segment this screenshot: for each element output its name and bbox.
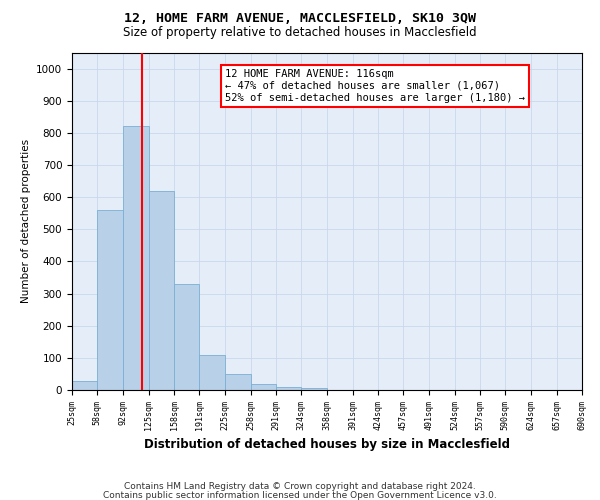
Text: Contains public sector information licensed under the Open Government Licence v3: Contains public sector information licen… [103, 490, 497, 500]
Bar [301, 388, 328, 390]
Text: 12 HOME FARM AVENUE: 116sqm
← 47% of detached houses are smaller (1,067)
52% of : 12 HOME FARM AVENUE: 116sqm ← 47% of det… [225, 70, 525, 102]
Bar [226, 374, 251, 390]
Bar [251, 384, 276, 390]
Bar [72, 381, 97, 390]
Text: Size of property relative to detached houses in Macclesfield: Size of property relative to detached ho… [123, 26, 477, 39]
Bar [276, 387, 301, 390]
Bar [174, 284, 199, 390]
Text: 12, HOME FARM AVENUE, MACCLESFIELD, SK10 3QW: 12, HOME FARM AVENUE, MACCLESFIELD, SK10… [124, 12, 476, 26]
Bar [97, 210, 124, 390]
X-axis label: Distribution of detached houses by size in Macclesfield: Distribution of detached houses by size … [144, 438, 510, 451]
Bar [199, 354, 226, 390]
Text: Contains HM Land Registry data © Crown copyright and database right 2024.: Contains HM Land Registry data © Crown c… [124, 482, 476, 491]
Bar [149, 190, 174, 390]
Y-axis label: Number of detached properties: Number of detached properties [20, 139, 31, 304]
Bar [124, 126, 149, 390]
